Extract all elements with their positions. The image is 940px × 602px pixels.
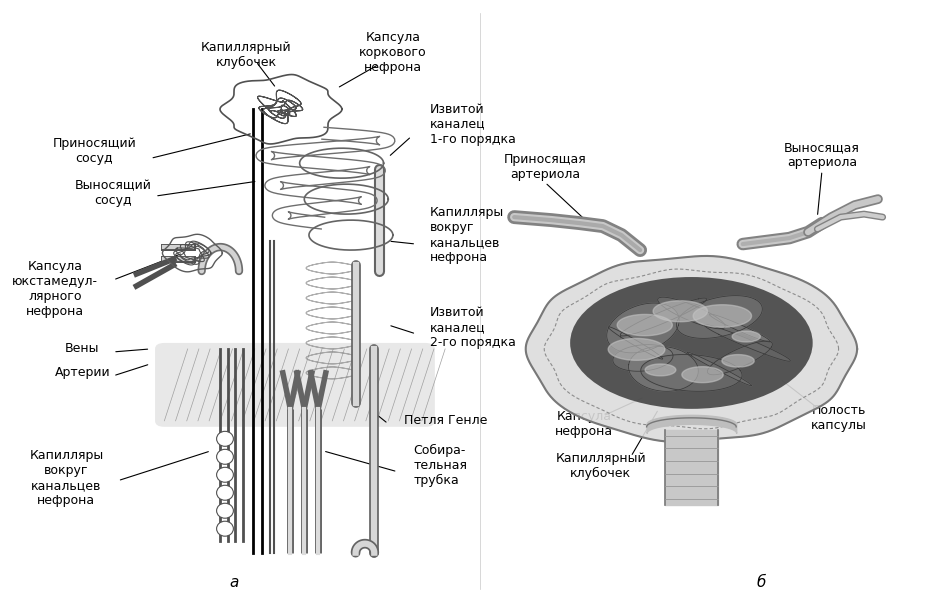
Polygon shape: [618, 314, 672, 336]
Ellipse shape: [571, 277, 813, 409]
Text: Выносящая
артериола: Выносящая артериола: [784, 141, 860, 169]
Polygon shape: [677, 296, 762, 338]
Ellipse shape: [216, 521, 233, 536]
Polygon shape: [682, 367, 723, 383]
Text: Полость
капсулы: Полость капсулы: [811, 404, 867, 432]
Polygon shape: [687, 352, 752, 386]
Polygon shape: [653, 301, 708, 321]
Ellipse shape: [216, 485, 233, 500]
Text: б: б: [757, 575, 766, 590]
Polygon shape: [708, 341, 773, 375]
Text: Капиллярный
клубочек: Капиллярный клубочек: [201, 42, 291, 69]
Polygon shape: [722, 355, 754, 367]
Text: Капиллярный
клубочек: Капиллярный клубочек: [556, 452, 646, 480]
Polygon shape: [641, 355, 742, 391]
Ellipse shape: [216, 467, 233, 482]
Text: Вены: Вены: [65, 343, 100, 355]
FancyBboxPatch shape: [155, 343, 435, 427]
Polygon shape: [620, 298, 707, 336]
Text: Приносящий
сосуд: Приносящий сосуд: [53, 137, 136, 165]
Text: Капсула
коркового
нефрона: Капсула коркового нефрона: [359, 31, 427, 74]
Polygon shape: [608, 338, 665, 361]
Text: Извитой
каналец
2-го порядка: Извитой каналец 2-го порядка: [431, 306, 516, 350]
Ellipse shape: [216, 503, 233, 518]
Polygon shape: [704, 324, 791, 361]
Polygon shape: [658, 297, 725, 329]
Polygon shape: [693, 305, 752, 327]
Polygon shape: [629, 347, 698, 391]
Text: Артерии: Артерии: [55, 367, 110, 379]
Polygon shape: [606, 303, 679, 353]
Ellipse shape: [216, 431, 233, 446]
Text: Капилляры
вокруг
канальцев
нефрона: Капилляры вокруг канальцев нефрона: [431, 206, 505, 264]
Text: Извитой
каналец
1-го порядка: Извитой каналец 1-го порядка: [431, 103, 516, 146]
Polygon shape: [608, 327, 663, 359]
Text: Петля Генле: Петля Генле: [404, 414, 488, 427]
Ellipse shape: [216, 449, 233, 464]
Text: Приносящая
артериола: Приносящая артериола: [504, 153, 587, 181]
Polygon shape: [732, 331, 760, 342]
Text: Капсула
нефрона: Капсула нефрона: [556, 410, 613, 438]
Text: Выносящий
сосуд: Выносящий сосуд: [74, 179, 151, 207]
Polygon shape: [613, 344, 673, 371]
Text: Капсула
юкстамедул-
лярного
нефрона: Капсула юкстамедул- лярного нефрона: [12, 260, 98, 318]
Text: а: а: [229, 575, 239, 590]
Polygon shape: [710, 314, 770, 342]
Polygon shape: [525, 256, 857, 442]
Polygon shape: [645, 364, 676, 376]
Text: Собира-
тельная
трубка: Собира- тельная трубка: [414, 444, 467, 488]
Text: Капилляры
вокруг
канальцев
нефрона: Капилляры вокруг канальцев нефрона: [29, 448, 103, 507]
